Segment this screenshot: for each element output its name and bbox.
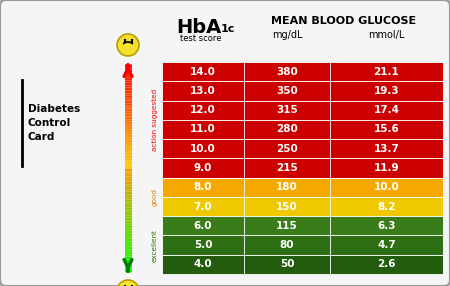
Text: 80: 80 [280,240,294,250]
Bar [162,197,443,216]
Text: 350: 350 [276,86,298,96]
Text: 5.0: 5.0 [194,240,212,250]
Text: 180: 180 [276,182,298,192]
Text: 6.3: 6.3 [377,221,396,231]
Text: 12.0: 12.0 [190,105,216,115]
Text: 115: 115 [276,221,298,231]
Text: 50: 50 [280,259,294,269]
Text: 215: 215 [276,163,298,173]
Text: mg/dL: mg/dL [272,30,302,40]
Text: 250: 250 [276,144,298,154]
Text: 13.0: 13.0 [190,86,216,96]
Text: 11.0: 11.0 [190,124,216,134]
Bar [162,178,443,197]
Text: 150: 150 [276,202,298,212]
Text: 14.0: 14.0 [190,67,216,77]
Text: good: good [152,188,158,206]
Text: 19.3: 19.3 [374,86,399,96]
Text: 4.7: 4.7 [377,240,396,250]
Bar [162,139,443,158]
Text: MEAN BLOOD GLUCOSE: MEAN BLOOD GLUCOSE [271,16,416,26]
Text: Control: Control [28,118,71,128]
Bar [162,101,443,120]
Text: 15.6: 15.6 [374,124,400,134]
Text: 7.0: 7.0 [194,202,212,212]
Text: 315: 315 [276,105,298,115]
Text: 9.0: 9.0 [194,163,212,173]
Bar [162,235,443,255]
Bar [162,255,443,274]
Bar [162,158,443,178]
Text: 21.1: 21.1 [374,67,400,77]
Text: 8.2: 8.2 [377,202,396,212]
Text: mmol/L: mmol/L [368,30,405,40]
Text: 13.7: 13.7 [374,144,400,154]
Bar [162,120,443,139]
Text: 11.9: 11.9 [374,163,399,173]
Circle shape [117,280,139,286]
Text: Diabetes: Diabetes [28,104,80,114]
Bar [162,81,443,101]
Text: 17.4: 17.4 [374,105,400,115]
Circle shape [117,34,139,56]
Text: excellent: excellent [152,229,158,261]
Text: test score: test score [180,34,222,43]
Text: 8.0: 8.0 [194,182,212,192]
Text: 10.0: 10.0 [190,144,216,154]
Text: 1c: 1c [221,24,235,34]
Text: 2.6: 2.6 [377,259,396,269]
Text: 380: 380 [276,67,298,77]
Text: HbA: HbA [176,18,221,37]
Text: 280: 280 [276,124,298,134]
Text: Card: Card [28,132,55,142]
Bar [162,62,443,81]
Text: 4.0: 4.0 [194,259,212,269]
Bar [162,216,443,235]
Text: 6.0: 6.0 [194,221,212,231]
Text: 10.0: 10.0 [374,182,400,192]
Text: action suggested: action suggested [152,89,158,151]
